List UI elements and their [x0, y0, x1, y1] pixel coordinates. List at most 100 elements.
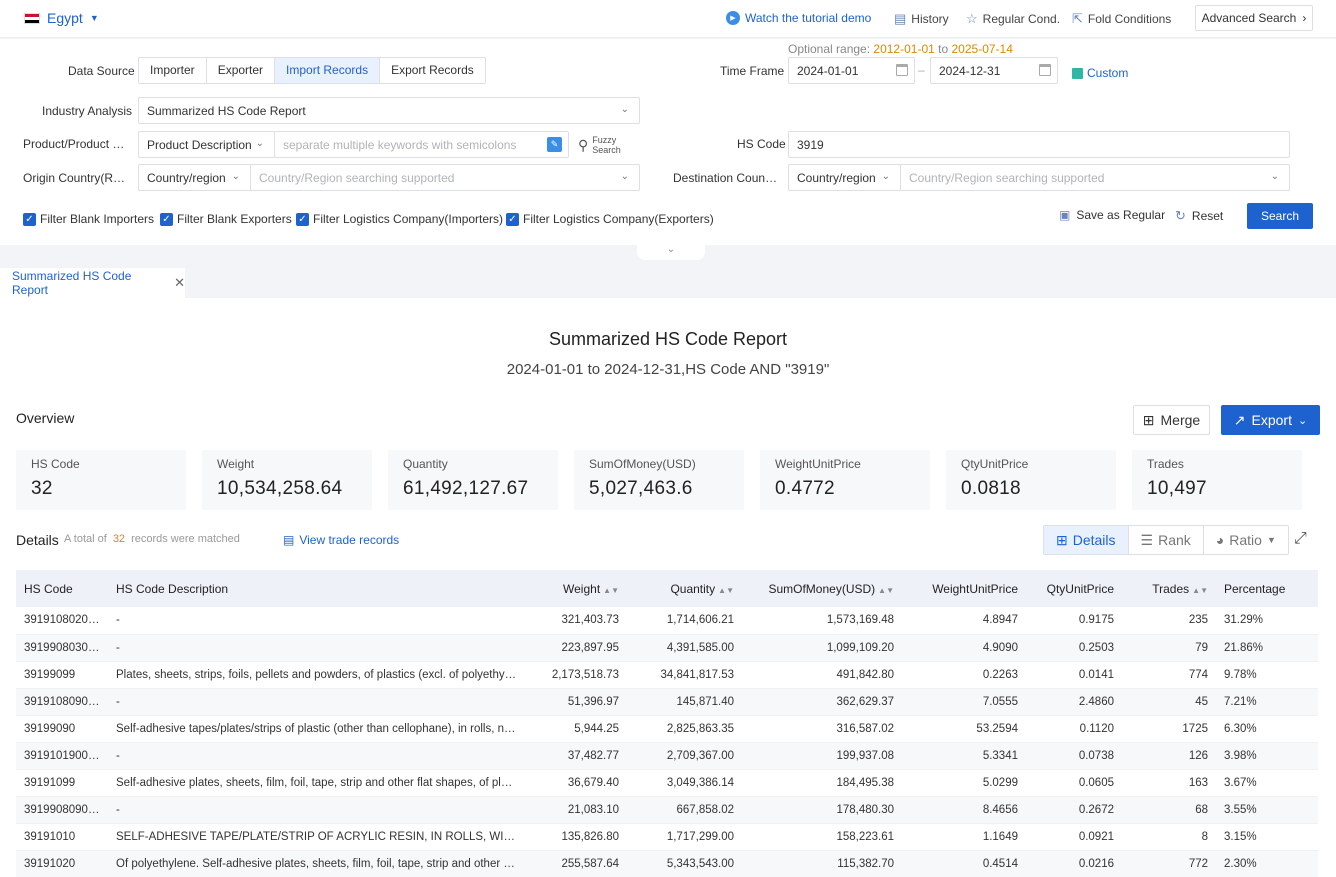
- cell-trades: 126: [1122, 742, 1216, 770]
- stat-label: Weight: [217, 457, 255, 471]
- history-button[interactable]: ▤ History: [894, 11, 949, 27]
- date-to-input[interactable]: 2024-12-31: [930, 57, 1058, 84]
- fuzzy-search-button[interactable]: ⚲ Fuzzy Search: [578, 132, 640, 158]
- product-type-select[interactable]: Product Description ⌄: [138, 131, 275, 158]
- filter-blank-exporters-checkbox[interactable]: ✓ Filter Blank Exporters: [160, 212, 292, 226]
- cell-qty-unit-price: 0.0141: [1026, 661, 1122, 689]
- hs-code-input[interactable]: 3919: [788, 131, 1290, 158]
- stat-value: 0.4772: [775, 478, 835, 499]
- chevron-down-icon: ⌄: [231, 171, 240, 182]
- tab-rank[interactable]: ☰ Rank: [1129, 526, 1204, 554]
- table-row[interactable]: 39191099 Self-adhesive plates, sheets, fi…: [16, 769, 1318, 797]
- table-row[interactable]: 391990809000-21,083.10 667,858.02 178,480.…: [16, 796, 1318, 824]
- table-row[interactable]: 391910802000-321,403.73 1,714,606.21 1,573…: [16, 607, 1318, 635]
- sort-icon[interactable]: ▲▼: [878, 585, 894, 595]
- sort-icon[interactable]: ▲▼: [718, 585, 734, 595]
- origin-country-input[interactable]: Country/Region searching supported ⌄: [250, 164, 640, 191]
- destination-placeholder: Country/Region searching supported: [909, 170, 1105, 185]
- stat-label: Trades: [1147, 457, 1184, 471]
- close-icon[interactable]: ✕: [174, 275, 185, 290]
- data-source-exporter[interactable]: Exporter: [206, 58, 276, 83]
- col-quantity[interactable]: Quantity ▲▼: [627, 570, 742, 607]
- chevron-down-icon: ⌄: [255, 138, 264, 149]
- industry-select[interactable]: Summarized HS Code Report ⌄: [138, 97, 640, 124]
- filter-blank-exporters-label: Filter Blank Exporters: [177, 212, 292, 226]
- cell-quantity: 3,049,386.14: [627, 769, 742, 797]
- tab-summarized-hs-code-report[interactable]: Summarized HS Code Report ✕: [0, 268, 185, 298]
- cell-quantity: 1,714,606.21: [627, 607, 742, 635]
- chevron-down-icon: ⌄: [666, 244, 676, 255]
- cell-weight-unit-price: 4.8947: [902, 607, 1026, 635]
- sort-icon[interactable]: ▲▼: [1192, 585, 1208, 595]
- filter-logistics-exporters-checkbox[interactable]: ✓ Filter Logistics Company(Exporters): [506, 212, 714, 226]
- tab-details[interactable]: ⊞ Details: [1044, 526, 1129, 554]
- col-sum-of-money[interactable]: SumOfMoney(USD) ▲▼: [742, 570, 902, 607]
- cell-weight: 2,173,518.73: [526, 661, 627, 689]
- collapse-panel-toggle[interactable]: ⌄: [637, 244, 705, 260]
- search-button[interactable]: Search: [1247, 203, 1313, 229]
- reset-button[interactable]: ↻ Reset: [1175, 208, 1223, 224]
- col-trades[interactable]: Trades ▲▼: [1122, 570, 1216, 607]
- chevron-down-icon: ⌄: [620, 171, 629, 182]
- col-percentage: Percentage: [1216, 570, 1318, 607]
- keywords-input[interactable]: separate multiple keywords with semicolo…: [274, 131, 569, 158]
- stat-value: 0.0818: [961, 478, 1021, 499]
- custom-range-link[interactable]: Custom: [1072, 66, 1128, 80]
- regular-cond-button[interactable]: ☆ Regular Cond.: [966, 11, 1060, 27]
- cell-description: -: [108, 742, 526, 770]
- filter-blank-importers-checkbox[interactable]: ✓ Filter Blank Importers: [23, 212, 154, 226]
- filter-logistics-importers-checkbox[interactable]: ✓ Filter Logistics Company(Importers): [296, 212, 503, 226]
- cell-weight: 255,587.64: [526, 850, 627, 877]
- col-qty-unit-price: QtyUnitPrice: [1026, 570, 1122, 607]
- cell-sum-of-money: 178,480.30: [742, 796, 902, 824]
- table-row[interactable]: 391910809000-51,396.97 145,871.40 362,629.…: [16, 688, 1318, 716]
- export-button[interactable]: ↗ Export ⌄: [1221, 405, 1320, 435]
- save-as-regular-label: Save as Regular: [1076, 208, 1166, 222]
- table-row[interactable]: 39191010 SELF-ADHESIVE TAPE/PLATE/STRIP O…: [16, 823, 1318, 851]
- tab-ratio[interactable]: ◕ Ratio ▼: [1204, 526, 1288, 554]
- total-count: 32: [112, 533, 126, 545]
- merge-button[interactable]: ⊞ Merge: [1133, 405, 1210, 435]
- records-icon: ▤: [283, 533, 295, 547]
- report-content: Summarized HS Code Report 2024-01-01 to …: [0, 298, 1336, 877]
- data-source-importer[interactable]: Importer: [139, 58, 207, 83]
- data-source-export-records[interactable]: Export Records: [380, 58, 485, 83]
- cell-description: -: [108, 688, 526, 716]
- keyword-helper-icon[interactable]: ✎: [547, 137, 562, 152]
- cell-trades: 45: [1122, 688, 1216, 716]
- sort-icon[interactable]: ▲▼: [603, 585, 619, 595]
- cell-sum-of-money: 1,099,109.20: [742, 634, 902, 662]
- origin-type-value: Country/region: [147, 170, 226, 185]
- chevron-down-icon: ⌄: [881, 171, 890, 182]
- tab-details-label: Details: [1072, 532, 1116, 548]
- table-row[interactable]: 39191020 Of polyethylene. Self-adhesive p…: [16, 850, 1318, 877]
- fold-conditions-button[interactable]: ⇱ Fold Conditions: [1072, 11, 1171, 27]
- col-weight[interactable]: Weight ▲▼: [526, 570, 627, 607]
- cell-percentage: 9.78%: [1216, 661, 1318, 689]
- view-trade-records-label: View trade records: [299, 533, 400, 547]
- cell-sum-of-money: 184,495.38: [742, 769, 902, 797]
- custom-label: Custom: [1087, 66, 1129, 80]
- table-row[interactable]: 391910190000-37,482.77 2,709,367.00 199,93…: [16, 742, 1318, 770]
- watch-demo-link[interactable]: ▶ Watch the tutorial demo: [726, 11, 871, 25]
- country-selector[interactable]: Egypt ▼: [24, 10, 99, 26]
- destination-country-input[interactable]: Country/Region searching supported ⌄: [900, 164, 1290, 191]
- date-from-input[interactable]: 2024-01-01: [788, 57, 915, 84]
- view-trade-records-link[interactable]: ▤ View trade records: [283, 533, 399, 547]
- optional-range-to: 2025-07-14: [951, 42, 1013, 56]
- destination-type-select[interactable]: Country/region ⌄: [788, 164, 901, 191]
- calendar-icon: [896, 64, 908, 76]
- table-row[interactable]: 391990803019-223,897.95 4,391,585.00 1,099…: [16, 634, 1318, 662]
- hs-code-table: HS Code HS Code Description Weight ▲▼ Qua…: [16, 570, 1318, 877]
- table-row[interactable]: 39199090 Self-adhesive tapes/plates/strip…: [16, 715, 1318, 743]
- table-row[interactable]: 39199099 Plates, sheets, strips, foils, p…: [16, 661, 1318, 689]
- cell-percentage: 31.29%: [1216, 607, 1318, 635]
- save-as-regular-button[interactable]: ▣ Save as Regular: [1059, 208, 1165, 222]
- data-source-import-records[interactable]: Import Records: [275, 58, 381, 83]
- advanced-search-button[interactable]: Advanced Search ›: [1195, 5, 1313, 31]
- fullscreen-icon[interactable]: ⤢: [1294, 530, 1307, 547]
- cell-qty-unit-price: 0.0738: [1026, 742, 1122, 770]
- origin-type-select[interactable]: Country/region ⌄: [138, 164, 251, 191]
- checkmark-icon: ✓: [160, 212, 173, 226]
- stat-weight: Weight 10,534,258.64: [202, 450, 372, 510]
